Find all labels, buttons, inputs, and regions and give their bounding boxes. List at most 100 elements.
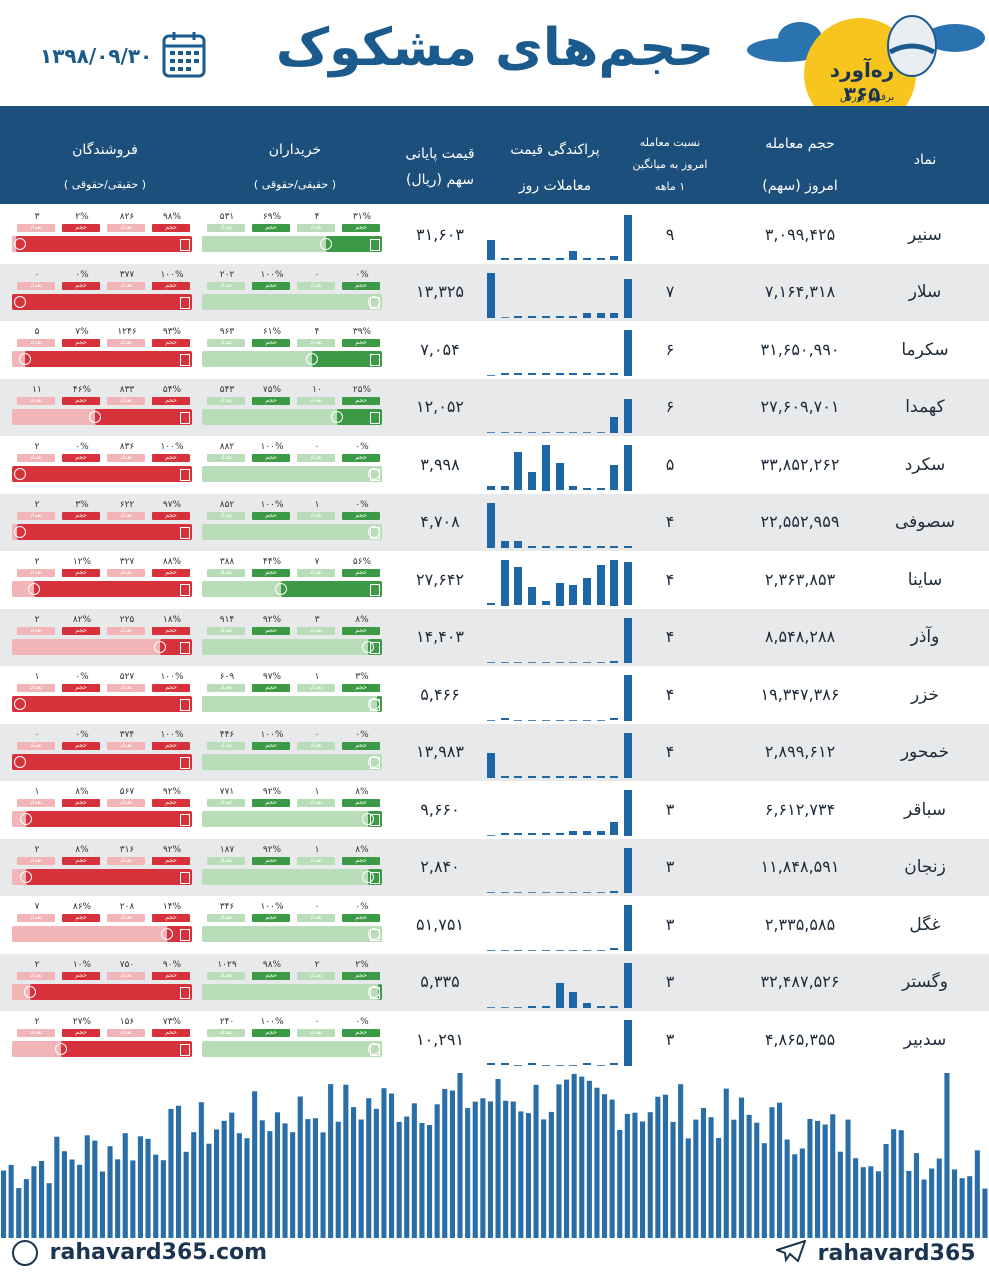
decorative-bar-strip [1, 1073, 988, 1238]
decor-bar [282, 1123, 288, 1238]
corporate-percent: ۰% [75, 729, 89, 740]
table-row: وگستر ۳۲,۴۸۷,۵۲۶ ۳ ۵,۳۳۵ ۲% ۲ ۹۸% ۱۰۲۹ حجم تعداد ح… [0, 953, 989, 1011]
dispersion-bar [596, 1005, 605, 1008]
table-row: سکرما ۳۱,۶۵۰,۹۹۰ ۶ ۷,۰۵۴ ۳۹% ۴ ۶۱% ۹۶۳ حجم تعداد ح… [0, 321, 989, 379]
dispersion-bar [555, 775, 564, 778]
sell-share-fill [12, 466, 192, 482]
vol-tag: حجم [62, 799, 100, 807]
vol-tag: حجم [252, 914, 290, 922]
person-icon [14, 238, 26, 250]
count-tag: تعداد [107, 281, 145, 290]
decor-bar [815, 1120, 821, 1238]
col-sellers-l2: ( حقیقی/حقوقی ) [63, 178, 147, 191]
report-date: ۱۳۹۸/۰۹/۳۰ [40, 44, 153, 68]
dispersion-bar [528, 258, 537, 261]
buy-breakdown: ۸% ۱ ۹۲% ۷۷۱ حجم تعداد حجم تعداد [202, 787, 382, 835]
vol-tag: حجم [152, 569, 190, 577]
corporate-count: ۶۰۹ [219, 672, 235, 682]
building-icon [180, 1044, 190, 1056]
vol-tag: حجم [152, 971, 190, 980]
person-icon [361, 813, 374, 825]
decor-bar [312, 1118, 318, 1238]
dispersion-bar [514, 315, 523, 318]
ratio-cell: ۶ [665, 339, 675, 359]
individual-percent: ۱۰۰% [160, 442, 184, 452]
decor-bar [229, 1112, 235, 1238]
price-cell: ۴,۷۰۸ [420, 512, 460, 532]
ratio-cell: ۹ [665, 224, 675, 244]
symbol-cell: سدبیر [903, 1029, 947, 1050]
corporate-count: ۵۳۱ [219, 212, 235, 222]
sell-breakdown: ۹۲% ۵۶۷ ۸% ۱ حجم تعداد حجم تعداد [12, 787, 192, 835]
person-icon [160, 928, 173, 940]
price-cell: ۹,۶۶۰ [420, 799, 460, 819]
ratio-cell: ۳ [665, 914, 675, 934]
vol-tag: حجم [342, 684, 380, 692]
decor-bar [358, 1119, 364, 1238]
dispersion-bar [541, 892, 550, 893]
count-tag: تعداد [17, 281, 55, 290]
count-tag: تعداد [17, 511, 55, 520]
decor-bar [685, 1138, 691, 1238]
building-icon [180, 814, 190, 826]
decor-bar [868, 1166, 874, 1238]
person-icon [27, 583, 40, 595]
person-icon [88, 410, 101, 423]
dispersion-bar [500, 662, 509, 663]
dispersion-bar [596, 830, 605, 836]
individual-percent: ۳۹% [352, 327, 372, 337]
decor-bar [723, 1088, 729, 1238]
volume-cell: ۳۱,۶۵۰,۹۹۰ [760, 339, 840, 359]
decor-bar [487, 1101, 493, 1238]
dispersion-bar [500, 560, 509, 606]
individual-count: ۴ [314, 327, 320, 337]
sell-breakdown: ۱۰۰% ۳۷۷ ۰% ۰ حجم تعداد حجم تعداد [12, 270, 192, 318]
dispersion-bar [582, 1063, 591, 1066]
count-tag: تعداد [107, 1029, 145, 1037]
vol-tag: حجم [252, 1029, 290, 1037]
clouds-decoration [747, 22, 985, 62]
dispersion-bar [624, 545, 632, 548]
corporate-count: ۰ [34, 729, 40, 740]
count-tag: تعداد [207, 856, 245, 865]
decor-bar [738, 1097, 744, 1238]
count-tag: تعداد [107, 454, 145, 462]
building-icon [370, 641, 380, 654]
decor-bar [290, 1132, 296, 1238]
vol-tag: حجم [62, 741, 100, 750]
decor-bar [153, 1154, 159, 1238]
sell-breakdown: ۱۰۰% ۸۳۶ ۰% ۲ حجم تعداد حجم تعداد [12, 442, 192, 490]
dispersion-bar [624, 905, 632, 951]
decor-bar [434, 1104, 440, 1238]
price-cell: ۵,۳۳۵ [420, 972, 460, 992]
count-tag: تعداد [107, 511, 145, 520]
count-tag: تعداد [297, 626, 335, 635]
sell-share-fill [26, 811, 192, 827]
dispersion-bar [555, 258, 564, 261]
individual-count: ۳۲۷ [119, 557, 135, 567]
dispersion-bar [610, 821, 619, 836]
dispersion-bar [514, 662, 523, 663]
dispersion-bar [514, 775, 523, 778]
individual-count: ۳۱۶ [119, 844, 135, 855]
count-tag: تعداد [17, 454, 55, 462]
logo-subtitle: برفراز بورس [839, 92, 895, 103]
individual-count: ۰ [314, 269, 320, 280]
decor-bar [31, 1166, 37, 1238]
dispersion-bar [487, 834, 495, 836]
corporate-percent: ۱۰۰% [260, 269, 284, 280]
dispersion-bar [528, 472, 537, 491]
dispersion-bar [596, 545, 605, 548]
corporate-percent: ۳% [75, 499, 89, 510]
decor-bar [221, 1120, 227, 1238]
count-tag: تعداد [207, 1029, 245, 1037]
individual-percent: ۸% [355, 844, 369, 855]
decor-bar [465, 1108, 471, 1238]
corporate-count: ۱۸۷ [219, 844, 235, 855]
dispersion-bar [500, 718, 509, 721]
decor-bar [8, 1164, 14, 1238]
building-icon [180, 929, 190, 941]
person-icon [14, 755, 26, 768]
sell-breakdown: ۹۲% ۳۱۶ ۸% ۲ حجم تعداد حجم تعداد [12, 845, 192, 893]
dispersion-bar [596, 662, 605, 663]
